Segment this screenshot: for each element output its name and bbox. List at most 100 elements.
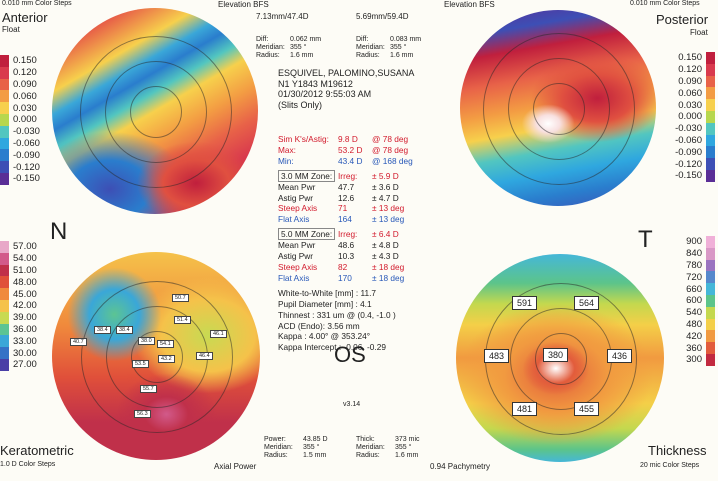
scale-step: 0.030 <box>664 99 718 111</box>
zone5-irreg-label: Irreg: <box>338 229 358 240</box>
scale-swatch <box>706 52 715 64</box>
indices-panel: Sim K's/Astig: 9.8 D @ 78 deg Max: 53.2 D @ … <box>278 134 458 353</box>
scale-step: 0.000 <box>0 113 54 126</box>
anterior-bfs: 7.13mm/47.4D <box>256 12 309 21</box>
scale-label: 420 <box>686 330 702 342</box>
anterior-meridian-value: 355 ° <box>290 44 307 51</box>
eye-label: OS <box>334 342 366 367</box>
scale-label: 0.060 <box>678 87 702 99</box>
simk-astig-value: 9.8 D <box>338 134 358 144</box>
k-meridian-label: Meridian: <box>264 444 293 451</box>
zone5-mean-value: 48.6 <box>338 240 355 251</box>
kappa-intercept: Kappa Intercept : -0.06, -0.29 <box>278 342 386 353</box>
scale-label: 30.00 <box>13 347 37 359</box>
scale-step: 540 <box>664 306 718 319</box>
scale-step: 0.090 <box>0 78 54 91</box>
acd-endo: ACD (Endo): 3.56 mm <box>278 320 360 331</box>
scale-label: 39.00 <box>13 312 37 324</box>
scale-step: 0.000 <box>664 110 718 123</box>
scale-swatch <box>706 342 715 354</box>
posterior-elevation-map[interactable] <box>460 10 656 206</box>
scale-step: 0.120 <box>0 66 54 79</box>
scale-swatch <box>706 294 715 307</box>
nasal-label: N <box>50 218 68 245</box>
zone5-astig-label: Astig Pwr <box>278 251 314 262</box>
thickness-value: 380 <box>543 348 569 362</box>
zone3-irreg-label: Irreg: <box>338 170 358 181</box>
scale-swatch <box>0 172 9 185</box>
k-value: 43.2 <box>158 355 175 363</box>
scale-label: -0.150 <box>675 170 702 182</box>
scale-step: 0.060 <box>664 87 718 100</box>
posterior-title: Posterior <box>656 12 709 27</box>
scale-label: 0.060 <box>13 90 37 102</box>
scale-label: -0.150 <box>13 173 40 185</box>
scale-swatch <box>0 66 9 79</box>
scale-label: 600 <box>686 295 702 307</box>
k-value: 40.7 <box>70 338 87 346</box>
anterior-diff-value: 0.062 mm <box>290 36 322 43</box>
thickness-value: 436 <box>607 349 633 363</box>
anterior-title: Anterior <box>2 10 48 25</box>
scale-swatch <box>0 288 9 300</box>
temporal-label: T <box>638 226 653 253</box>
anterior-color-steps: 0.010 mm Color Steps <box>2 0 72 7</box>
scale-label: 480 <box>686 318 702 330</box>
anterior-subtitle: Float <box>2 25 20 34</box>
scale-swatch <box>706 75 715 88</box>
scale-label: -0.120 <box>13 161 40 173</box>
exam-datetime: 01/30/2012 9:55:03 AM <box>278 89 372 99</box>
k-value: 51.4 <box>174 316 191 324</box>
scale-label: -0.090 <box>13 149 40 161</box>
scale-swatch <box>0 276 9 289</box>
scale-label: 360 <box>686 342 702 354</box>
zone3-flat-sd: ± 13 deg <box>372 214 405 225</box>
thickness-color-steps: 20 mic Color Steps <box>640 462 700 469</box>
posterior-radius-label: Radius: <box>356 52 380 59</box>
scale-label: -0.060 <box>13 137 40 149</box>
zone5-irreg-value: ± 6.4 D <box>372 229 399 240</box>
scale-step: -0.120 <box>0 161 54 173</box>
scale-label: 720 <box>686 271 702 283</box>
simk-max-axis: @ 78 deg <box>372 144 409 155</box>
scale-swatch <box>706 122 715 135</box>
posterior-radius-value: 1.6 mm <box>390 52 414 59</box>
scale-step: 39.00 <box>0 311 54 324</box>
scale-swatch <box>706 169 715 182</box>
keratometric-axial-map[interactable] <box>52 252 260 460</box>
scale-label: 0.030 <box>13 102 37 114</box>
simk-min-value: 43.4 D <box>338 155 363 166</box>
t-radius-value: 1.6 mm <box>395 452 419 459</box>
scale-swatch <box>0 149 9 162</box>
patient-info: ESQUIVEL, PALOMINO,SUSANA N1 Y1843 M1961… <box>278 68 458 110</box>
anterior-radius-value: 1.6 mm <box>290 52 314 59</box>
scale-step: 840 <box>664 247 718 260</box>
zone5-flat-label: Flat Axis <box>278 272 310 283</box>
scale-swatch <box>706 330 715 343</box>
scale-step: -0.150 <box>0 172 54 185</box>
scale-label: 0.030 <box>678 99 702 111</box>
scale-swatch <box>706 353 715 366</box>
scale-swatch <box>0 252 9 265</box>
scale-swatch <box>706 63 715 76</box>
zone3-label: 3.0 MM Zone: <box>278 169 336 182</box>
scale-label: -0.030 <box>675 123 702 135</box>
thickness-value: 564 <box>574 296 600 310</box>
scale-label: 57.00 <box>13 241 37 253</box>
scale-label: 300 <box>686 354 702 366</box>
scale-swatch <box>706 247 715 260</box>
scale-label: 660 <box>686 283 702 295</box>
scale-step: 27.00 <box>0 358 54 371</box>
zone5-astig-sd: ± 4.3 D <box>372 251 399 262</box>
scale-swatch <box>0 311 9 324</box>
k-radius-value: 1.5 mm <box>303 452 327 459</box>
scale-swatch <box>706 158 715 170</box>
k-radius-label: Radius: <box>264 452 288 459</box>
zone5-astig-value: 10.3 <box>338 251 355 262</box>
k-value: 38.0 <box>138 337 155 345</box>
anterior-elevation-map[interactable] <box>52 8 258 214</box>
posterior-elevation: Elevation BFS <box>444 0 495 9</box>
scale-label: 0.000 <box>678 111 702 123</box>
zone3-steep-sd: ± 13 deg <box>372 203 405 214</box>
scale-label: 36.00 <box>13 323 37 335</box>
